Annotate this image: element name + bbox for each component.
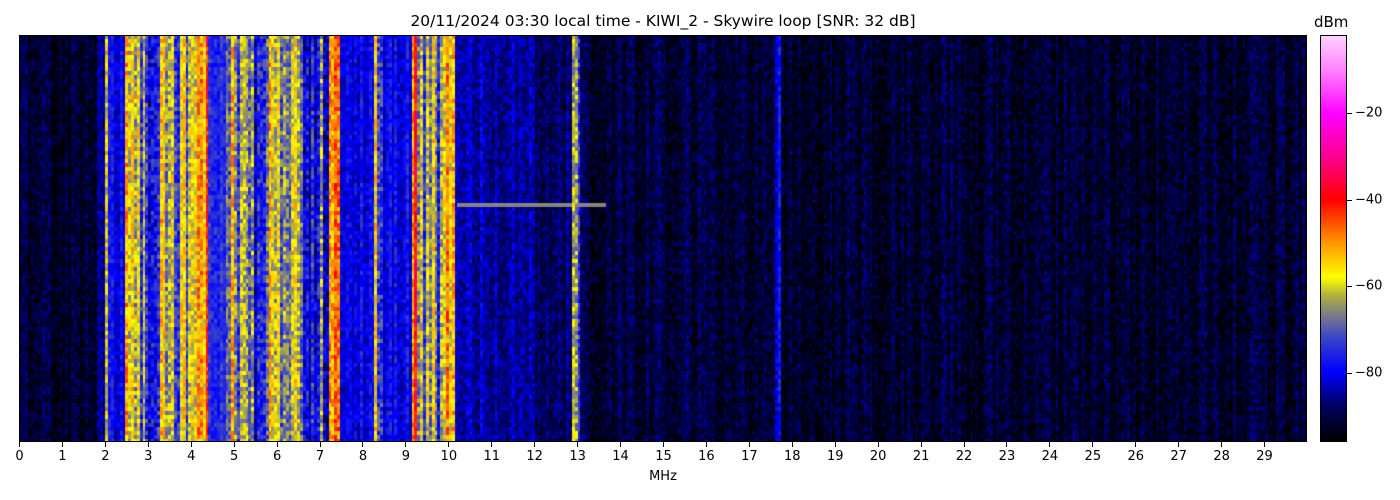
x-tick-label: 2 [101, 449, 110, 464]
x-tick [620, 442, 622, 447]
colorbar [1320, 35, 1347, 442]
x-tick-label: 27 [1170, 449, 1187, 464]
colorbar-tick-label: −20 [1355, 105, 1383, 121]
x-tick [233, 442, 235, 447]
x-tick-label: 1 [58, 449, 67, 464]
x-tick [491, 442, 493, 447]
colorbar-tick-label: −60 [1355, 278, 1383, 294]
x-tick-label: 7 [315, 449, 325, 464]
x-tick [1221, 442, 1223, 447]
x-tick-label: 20 [869, 449, 887, 464]
x-tick-label: 8 [358, 449, 368, 464]
x-tick-label: 16 [698, 449, 715, 464]
x-tick-label: 13 [569, 449, 586, 464]
waterfall-heatmap [20, 36, 1306, 441]
colorbar-tick [1347, 112, 1352, 114]
x-tick-label: 9 [401, 449, 411, 464]
x-tick-label: 3 [144, 449, 153, 464]
x-tick [1092, 442, 1094, 447]
x-tick [963, 442, 965, 447]
x-tick-label: 26 [1127, 449, 1145, 464]
x-tick-label: 15 [655, 449, 672, 464]
colorbar-tick [1347, 199, 1352, 201]
colorbar-label: dBm [1314, 13, 1349, 31]
colorbar-tick-label: −80 [1355, 365, 1383, 381]
x-tick-label: 11 [483, 449, 501, 464]
x-tick [319, 442, 321, 447]
x-tick [448, 442, 450, 447]
x-tick-label: 17 [741, 449, 758, 464]
colorbar-axis: −20 −40 −60 −80 [1347, 35, 1397, 442]
x-tick-label: 10 [440, 449, 458, 464]
x-tick [920, 442, 922, 447]
x-tick-label: 29 [1256, 449, 1273, 464]
x-tick-label: 28 [1213, 449, 1230, 464]
x-tick-label: 6 [272, 449, 282, 464]
x-tick [534, 442, 536, 447]
x-tick [61, 442, 63, 447]
colorbar-tick-label: −40 [1355, 192, 1383, 208]
x-tick [1264, 442, 1266, 447]
x-tick-label: 18 [784, 449, 801, 464]
x-axis-label: MHz [649, 469, 677, 484]
x-tick [147, 442, 149, 447]
x-tick-label: 14 [612, 449, 629, 464]
waterfall-plot [19, 35, 1307, 442]
x-tick [1178, 442, 1180, 447]
x-tick-label: 24 [1041, 449, 1059, 464]
x-tick [104, 442, 106, 447]
x-tick-label: 19 [826, 449, 844, 464]
x-tick-label: 22 [955, 449, 973, 464]
x-tick-label: 5 [230, 449, 239, 464]
colorbar-tick [1347, 372, 1352, 374]
x-tick [1006, 442, 1008, 447]
x-tick [276, 442, 278, 447]
x-tick [362, 442, 364, 447]
x-tick [19, 442, 20, 447]
x-tick-label: 21 [912, 449, 930, 464]
chart-title: 20/11/2024 03:30 local time - KIWI_2 - S… [410, 12, 916, 30]
x-tick [1049, 442, 1051, 447]
x-tick [1135, 442, 1137, 447]
x-tick-label: 25 [1084, 449, 1102, 464]
x-tick-label: 12 [526, 449, 543, 464]
x-tick [834, 442, 836, 447]
x-tick [705, 442, 707, 447]
x-tick-label: 4 [187, 449, 196, 464]
x-tick-label: 23 [998, 449, 1016, 464]
x-tick [190, 442, 192, 447]
x-tick-label: 0 [15, 449, 24, 464]
x-axis: 0 1 2 3 4 5 6 7 8 9 10 11 12 13 14 15 16 17 18 19 20 21 22 23 24… [15, 442, 1307, 472]
colorbar-tick [1347, 286, 1352, 288]
x-tick [405, 442, 407, 447]
x-tick [791, 442, 793, 447]
x-tick [577, 442, 579, 447]
x-tick [877, 442, 879, 447]
x-tick [663, 442, 664, 447]
x-tick [748, 442, 750, 447]
